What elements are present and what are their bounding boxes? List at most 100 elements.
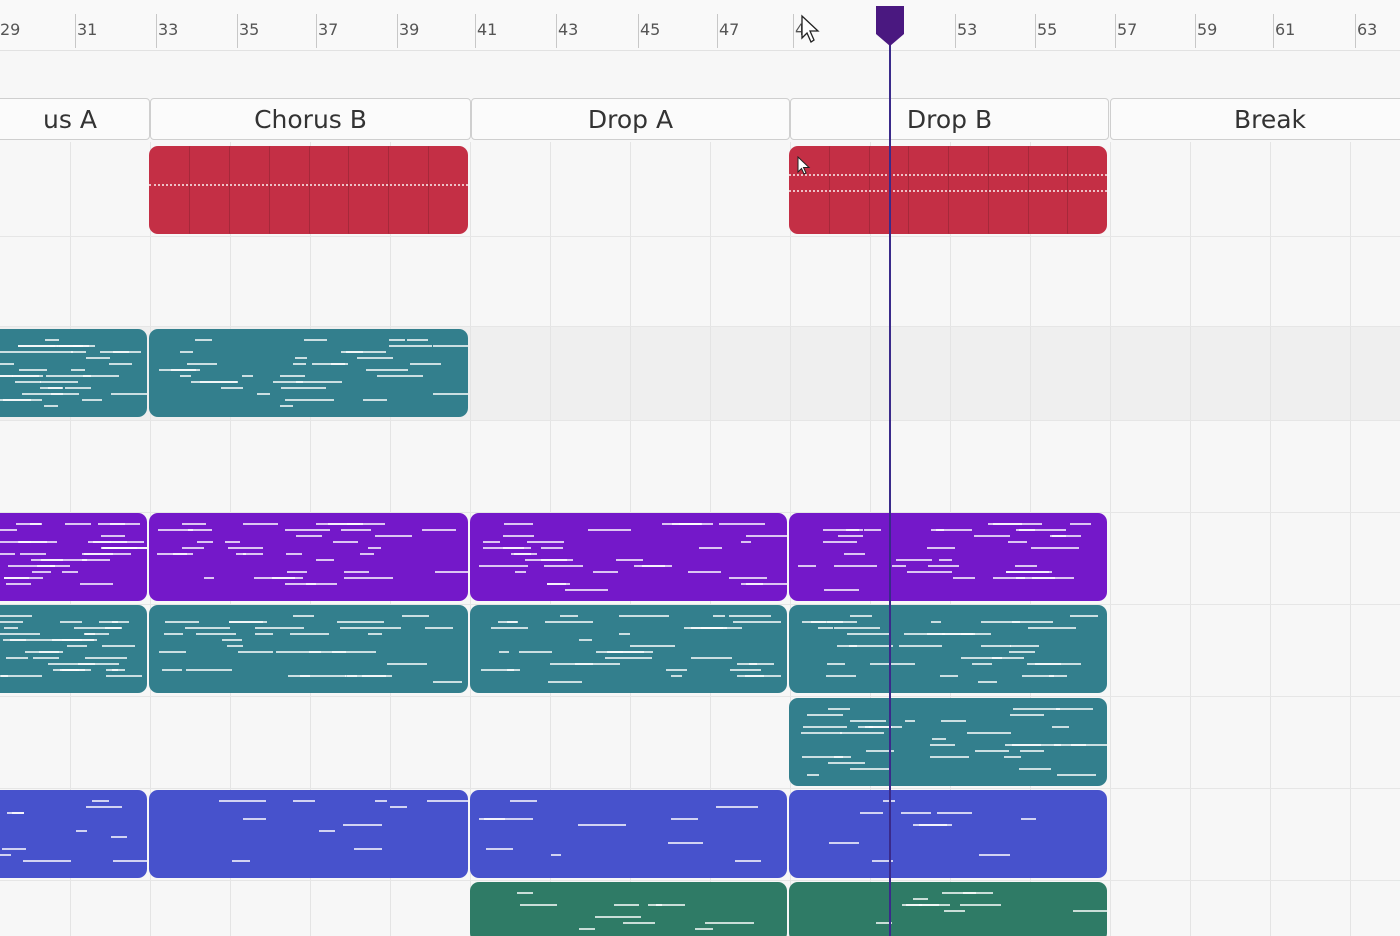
midi-note [295,535,323,537]
midi-note [942,892,976,894]
midi-note [801,756,844,758]
clip-track-2-chorus-b[interactable] [149,329,468,417]
ruler-tick-label: 57 [1117,20,1138,39]
midi-note [88,541,127,543]
midi-note [550,854,562,856]
midi-note [57,345,81,347]
clip-track-4-drop-b[interactable] [789,605,1107,693]
midi-note [1020,818,1037,820]
lane-divider [0,788,1400,789]
midi-note [59,669,78,671]
clip-track-6-chorus-b[interactable] [149,790,468,878]
clip-track-2-chorus-a[interactable] [0,329,147,417]
clip-track-7-drop-b[interactable] [789,882,1107,936]
clip-track-3-chorus-b[interactable] [149,513,468,601]
midi-note [827,663,846,665]
clip-track-4-chorus-a[interactable] [0,605,147,693]
midi-note [86,357,111,359]
midi-note [565,589,609,591]
midi-note [0,615,32,617]
midi-note [293,615,315,617]
midi-note [82,559,111,561]
clip-track-4-chorus-b[interactable] [149,605,468,693]
midi-note [402,615,430,617]
clip-track-6-chorus-a[interactable] [0,790,147,878]
midi-note [1015,529,1066,531]
playhead-marker-icon[interactable] [874,4,906,48]
clip-track-1-drop-b[interactable] [789,146,1107,234]
midi-note [928,565,960,567]
midi-note [683,627,724,629]
lane-divider [0,420,1400,421]
ruler-tick [1355,14,1356,48]
midi-note [754,523,766,525]
midi-note [1022,675,1055,677]
ruler-tick [1195,14,1196,48]
clip-track-4-drop-a[interactable] [470,605,787,693]
playhead-line[interactable] [889,20,891,936]
midi-note [930,744,956,746]
section-drop-a[interactable]: Drop A [471,98,790,140]
timeline-ruler[interactable]: 29 31 33 35 37 39 41 43 45 47 4 53 55 57 59 61 63 [0,0,1400,51]
section-break[interactable]: Break [1110,98,1400,140]
midi-note [1019,529,1035,531]
midi-note [540,559,574,561]
midi-note [834,565,877,567]
midi-note [362,675,393,677]
clip-track-7-drop-a[interactable] [470,882,787,936]
midi-note [729,615,772,617]
clip-track-3-drop-a[interactable] [470,513,787,601]
midi-note [838,535,863,537]
midi-note [389,806,407,808]
midi-note [367,633,382,635]
clip-track-3-chorus-a[interactable] [0,513,147,601]
midi-note [1015,565,1037,567]
midi-note [23,541,48,543]
ruler-tick-label: 61 [1275,20,1296,39]
midi-note [0,675,42,677]
midi-note [83,553,131,555]
midi-note [106,669,118,671]
clip-track-3-drop-b[interactable] [789,513,1107,601]
midi-note [315,559,335,561]
midi-note [300,675,347,677]
midi-note [332,651,376,653]
midi-note [839,732,885,734]
clip-track-6-drop-a[interactable] [470,790,787,878]
midi-note [974,535,1011,537]
clip-track-6-drop-b[interactable] [789,790,1107,878]
section-drop-b[interactable]: Drop B [790,98,1109,140]
ruler-tick [556,14,557,48]
ruler-tick [955,14,956,48]
section-us-a[interactable]: us A [0,98,150,140]
midi-note [5,657,28,659]
midi-note [64,387,91,389]
lane-divider [0,326,1400,327]
midi-note [18,541,31,543]
midi-note [941,720,966,722]
midi-note [158,529,193,531]
midi-note [606,651,624,653]
midi-note [713,615,725,617]
midi-note [486,848,514,850]
clip-track-5-drop-b[interactable] [789,698,1107,786]
midi-note [412,663,428,665]
midi-note [76,830,88,832]
midi-note [1008,541,1027,543]
midi-note [280,387,327,389]
midi-note [60,621,82,623]
midi-note [979,854,1010,856]
midi-note [1009,651,1036,653]
clip-track-1-chorus-b[interactable] [149,146,468,234]
midi-note [904,720,916,722]
midi-note [62,571,78,573]
section-chorus-b[interactable]: Chorus B [150,98,471,140]
midi-note [229,621,267,623]
midi-note [374,535,413,537]
midi-note [823,541,857,543]
midi-note [931,529,944,531]
midi-note [577,824,626,826]
midi-note [47,663,96,665]
midi-note [1030,547,1079,549]
midi-note [257,393,271,395]
